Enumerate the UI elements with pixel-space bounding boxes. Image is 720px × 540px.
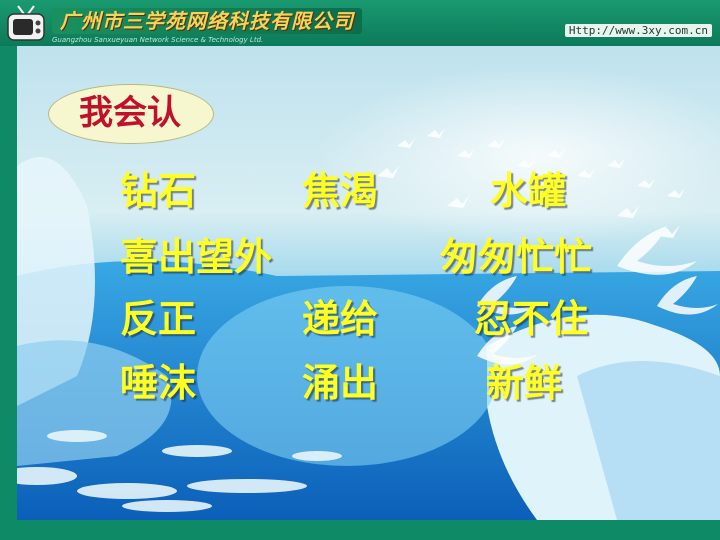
website-url[interactable]: Http://www.3xy.com.cn	[564, 24, 712, 37]
word-yongchu: 涌出	[302, 361, 379, 405]
word-jiaoke: 焦渴	[302, 169, 379, 213]
company-name-en: Guangzhou Sanxueyuan Network Science & T…	[52, 36, 264, 44]
word-xinxian: 新鲜	[486, 361, 563, 405]
word-zuanshi: 钻石	[120, 169, 197, 213]
word-shuiguan: 水罐	[490, 169, 567, 213]
header-bar: 广州市三学苑网络科技有限公司 Guangzhou Sanxueyuan Netw…	[0, 0, 720, 46]
company-name-cn: 广州市三学苑网络科技有限公司	[52, 8, 362, 34]
word-fanzheng: 反正	[120, 297, 197, 341]
label-oval	[48, 84, 214, 144]
word-xichuwangwai: 喜出望外	[120, 235, 273, 279]
tv-logo-icon	[7, 5, 45, 41]
section-label: 我会认	[79, 93, 181, 133]
word-tuomo: 唾沫	[120, 361, 197, 405]
word-digei: 递给	[302, 297, 379, 341]
word-congcongmangmang: 匆匆忙忙	[440, 235, 593, 279]
word-renbuzhu: 忍不住	[474, 297, 589, 341]
